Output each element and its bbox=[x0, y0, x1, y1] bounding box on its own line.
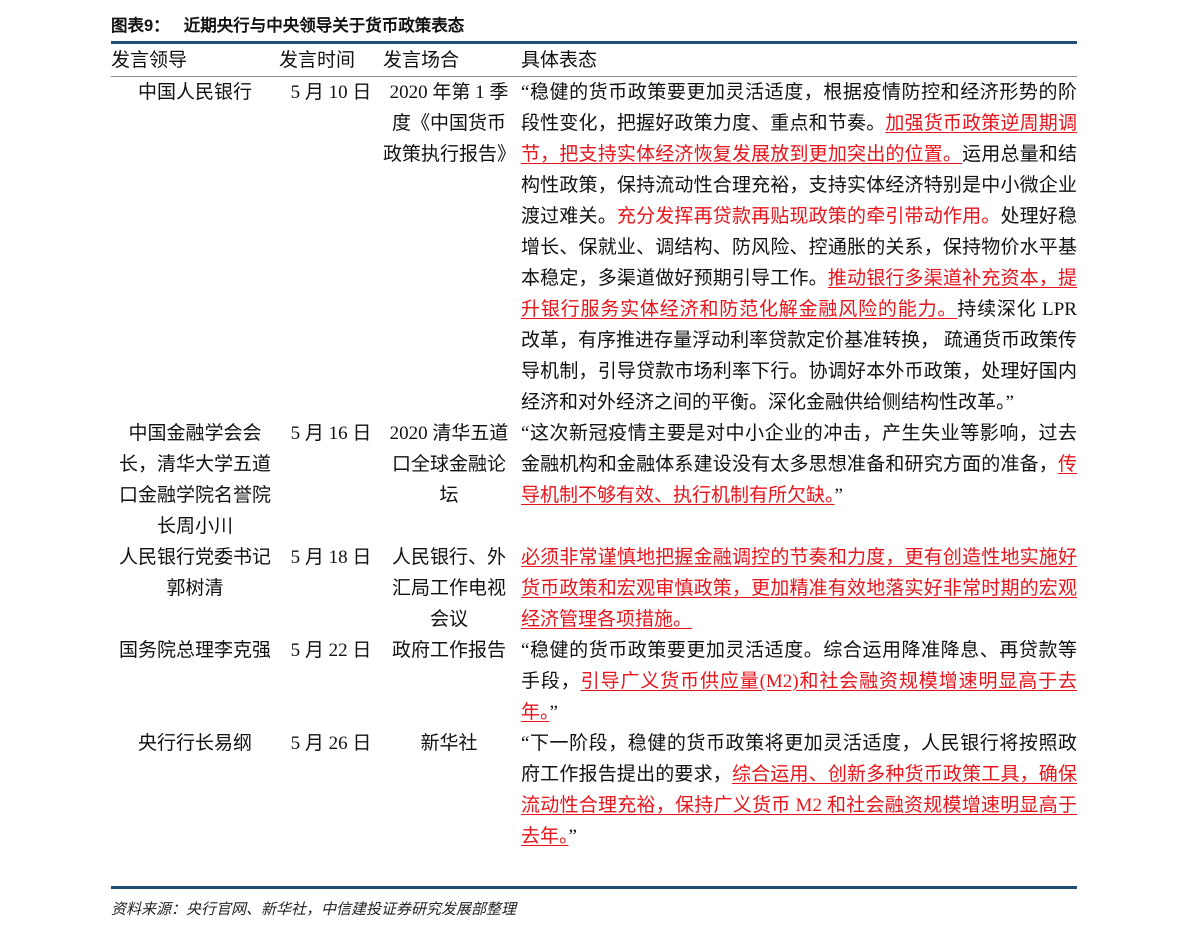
figure-title: 图表9： 近期央行与中央领导关于货币政策表态 bbox=[111, 12, 464, 36]
source-note: 资料来源：央行官网、新华社，中信建投证券研究发展部整理 bbox=[111, 902, 517, 918]
statement-text: ” bbox=[834, 485, 843, 506]
statement-cell: “稳健的货币政策要更加灵活适度。综合运用降准降息、再贷款等手段，引导广义货币供应… bbox=[515, 635, 1077, 728]
table-row: 人民银行党委书记郭树清 5 月 18 日人民银行、外汇局工作电视会议 必须非常谨慎地… bbox=[111, 542, 1077, 635]
statement-cell: “这次新冠疫情主要是对中小企业的冲击，产生失业等影响，过去金融机构和金融体系建设… bbox=[515, 418, 1077, 542]
date-cell: 5 月 10 日 bbox=[290, 82, 372, 103]
speaker-cell: 中国人民银行 bbox=[137, 82, 252, 103]
date-cell: 5 月 22 日 bbox=[290, 640, 372, 661]
policy-statements-table: 发言领导 发言时间 发言场合 具体表态 中国人民银行 5 月 10 日 2020 年… bbox=[111, 45, 1077, 852]
statement-cell: “稳健的货币政策要更加灵活适度，根据疫情防控和经济形势的阶段性变化，把握好政策力… bbox=[515, 76, 1077, 418]
table-row: 国务院总理李克强 5 月 22 日政府工作报告 “稳健的货币政策要更加灵活适度。综合… bbox=[111, 635, 1077, 728]
statement-text: “下一阶段，稳健的货币政策将更加灵活适度，人民银行将按照政府工作报告提出的要求， bbox=[521, 733, 1077, 785]
statement-text: 持续深化 LPR 改革，有序推进存量浮动利率贷款定价基准转换， 疏通货币政策传导… bbox=[521, 299, 1077, 413]
date-cell: 5 月 26 日 bbox=[290, 733, 372, 754]
table-row: 中国人民银行 5 月 10 日 2020 年第 1 季度《中国货币政策执行报告》 “稳… bbox=[111, 76, 1077, 418]
column-header-occasion: 发言场合 bbox=[383, 50, 460, 71]
highlighted-statement-text: 综合运用、创新多种货币政策工具，确保流动性合理充裕，保持广义货币 M2 和社会融… bbox=[521, 764, 1077, 847]
statement-text: ” bbox=[549, 702, 558, 723]
speaker-cell: 国务院总理李克强 bbox=[118, 640, 271, 661]
column-header-date: 发言时间 bbox=[279, 50, 356, 71]
highlighted-statement-text: 充分发挥再贷款再贴现政策的牵引带动作用。 bbox=[616, 206, 1001, 227]
highlighted-statement-text: 引导广义货币供应量(M2)和社会融资规模增速明显高于去年。 bbox=[521, 671, 1077, 723]
statement-cell: “下一阶段，稳健的货币政策将更加灵活适度，人民银行将按照政府工作报告提出的要求，… bbox=[515, 728, 1077, 852]
speaker-cell: 中国金融学会会长，清华大学五道口金融学院名誉院长周小川 bbox=[118, 423, 271, 537]
occasion-cell: 新华社 bbox=[420, 733, 478, 754]
figure-title-text: 近期央行与中央领导关于货币政策表态 bbox=[183, 17, 465, 35]
occasion-cell: 2020 年第 1 季度《中国货币政策执行报告》 bbox=[383, 82, 517, 165]
top-rule bbox=[111, 41, 1077, 44]
statement-cell: 必须非常谨慎地把握金融调控的节奏和力度，更有创造性地实施好货币政策和宏观审慎政策… bbox=[515, 542, 1077, 635]
speaker-cell: 央行行长易纲 bbox=[137, 733, 252, 754]
highlighted-statement-text: 加强货币政策逆周期调节，把支持实体经济恢复发展放到更加突出的位置。 bbox=[521, 113, 1077, 165]
bottom-rule bbox=[111, 886, 1077, 889]
occasion-cell: 2020 清华五道口全球金融论坛 bbox=[389, 423, 509, 506]
column-header-speaker: 发言领导 bbox=[111, 50, 188, 71]
column-header-statement: 具体表态 bbox=[521, 50, 598, 71]
date-cell: 5 月 18 日 bbox=[290, 547, 372, 568]
statement-text: “稳健的货币政策要更加灵活适度，根据疫情防控和经济形势的阶段性变化，把握好政策力… bbox=[521, 82, 1077, 134]
occasion-cell: 政府工作报告 bbox=[391, 640, 506, 661]
figure-number: 图表9： bbox=[111, 17, 170, 35]
date-cell: 5 月 16 日 bbox=[290, 423, 372, 444]
table-header-row: 发言领导 发言时间 发言场合 具体表态 bbox=[111, 45, 1077, 76]
statement-text: “稳健的货币政策要更加灵活适度。综合运用降准降息、再贷款等手段， bbox=[521, 640, 1077, 692]
table-row: 央行行长易纲 5 月 26 日 新华社 “下一阶段，稳健的货币政策将更加灵活适度，人民… bbox=[111, 728, 1077, 852]
speaker-cell: 人民银行党委书记郭树清 bbox=[118, 547, 271, 599]
statement-text: 运用总量和结构性政策，保持流动性合理充裕，支持实体经济特别是中小微企业渡过难关。 bbox=[521, 144, 1077, 227]
highlighted-statement-text: 传导机制不够有效、执行机制有所欠缺。 bbox=[521, 454, 1077, 506]
statement-text: 处理好稳增长、保就业、调结构、防风险、控通胀的关系，保持物价水平基本稳定，多渠道… bbox=[521, 206, 1077, 289]
highlighted-statement-text: 必须非常谨慎地把握金融调控的节奏和力度，更有创造性地实施好货币政策和宏观审慎政策… bbox=[521, 547, 1077, 630]
highlighted-statement-text: 推动银行多渠道补充资本，提升银行服务实体经济和防范化解金融风险的能力。 bbox=[521, 268, 1077, 320]
header-rule bbox=[111, 76, 1077, 77]
statement-text: “这次新冠疫情主要是对中小企业的冲击，产生失业等影响，过去金融机构和金融体系建设… bbox=[521, 423, 1077, 475]
statement-text: ” bbox=[568, 826, 577, 847]
occasion-cell: 人民银行、外汇局工作电视会议 bbox=[391, 547, 506, 630]
table-row: 中国金融学会会长，清华大学五道口金融学院名誉院长周小川 5 月 16 日 2020 … bbox=[111, 418, 1077, 542]
